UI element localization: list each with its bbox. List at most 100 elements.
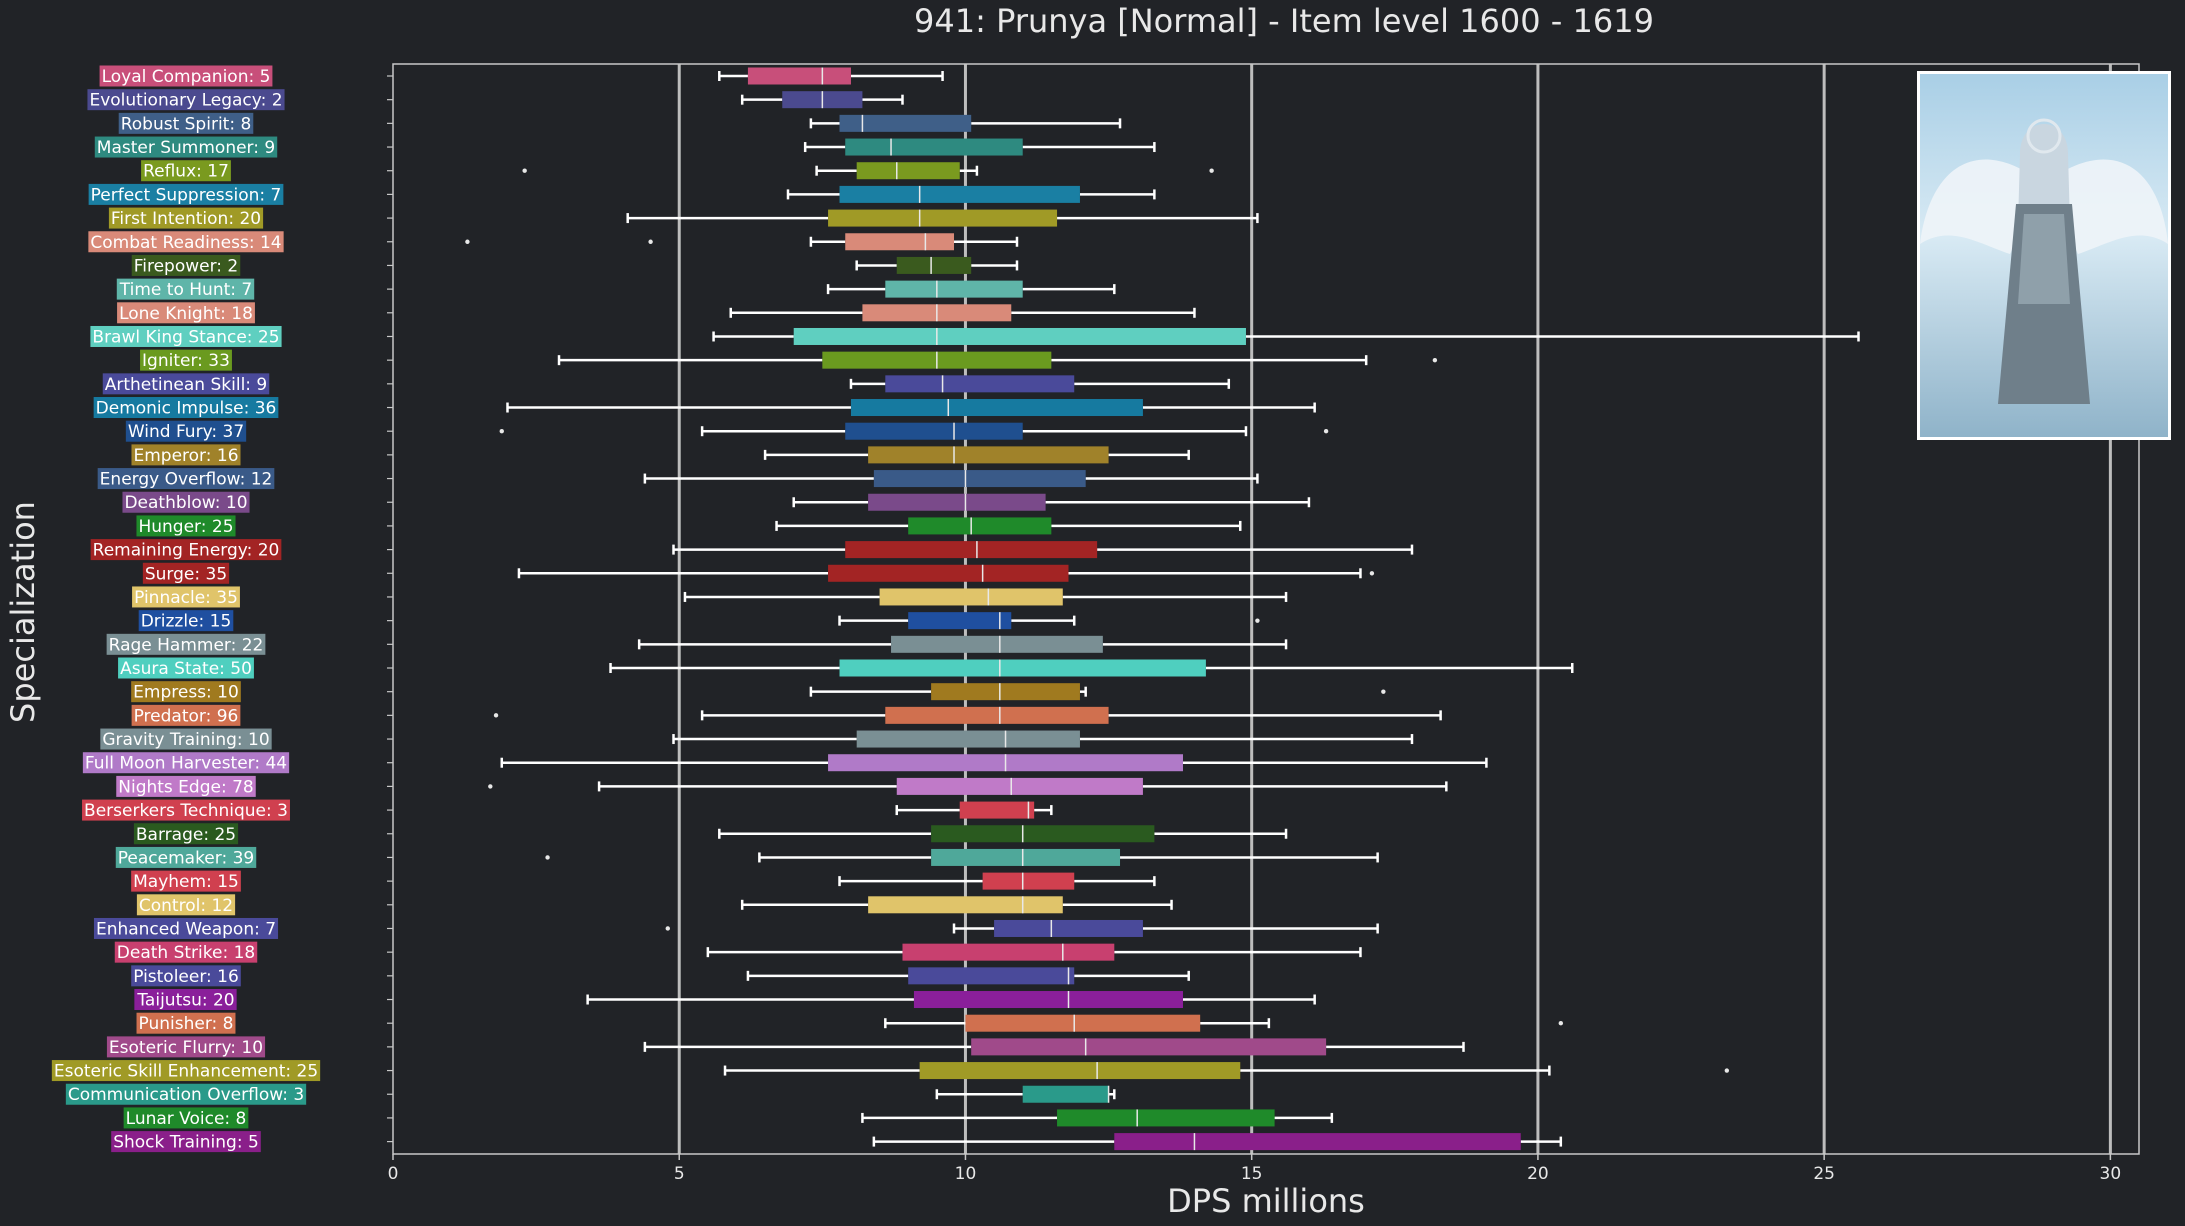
box-row: [672, 541, 1414, 559]
label-background: [106, 633, 266, 655]
iqr-box: [902, 943, 1115, 961]
label-text: Lunar Voice: 8: [126, 1109, 247, 1129]
x-tick-label: 20: [1527, 1164, 1549, 1184]
label-background: [93, 397, 279, 419]
outlier-point: [545, 855, 550, 860]
y-tick-label: Surge: 35: [142, 562, 230, 584]
iqr-box: [931, 848, 1121, 866]
iqr-box: [839, 114, 972, 132]
label-background: [141, 160, 231, 182]
box-row: [465, 233, 1019, 251]
label-text: Esoteric Flurry: 10: [109, 1038, 263, 1058]
y-tick-label: Empress: 10: [131, 681, 241, 703]
label-text: Punisher: 8: [139, 1014, 234, 1034]
y-tick-labels: Loyal Companion: 5 Evolutionary Legacy: 2…: [51, 65, 393, 1153]
iqr-box: [856, 162, 960, 180]
iqr-box: [982, 872, 1075, 890]
label-background: [65, 1083, 307, 1105]
box-row: [626, 209, 1259, 227]
y-tick-label: Esoteric Skill Enhancement: 25: [51, 1060, 321, 1082]
label-background: [131, 444, 241, 466]
box-row: [683, 588, 1288, 606]
box-row: [637, 635, 1288, 653]
y-tick-label: Mayhem: 15: [131, 870, 241, 892]
y-tick-label: Shock Training: 5: [111, 1131, 261, 1153]
iqr-box: [1114, 1133, 1521, 1151]
label-background: [131, 870, 241, 892]
label-background: [138, 610, 234, 632]
label-text: Deathblow: 10: [124, 493, 247, 513]
label-background: [117, 302, 255, 324]
y-tick-label: Wind Fury: 37: [125, 420, 247, 442]
label-background: [116, 775, 256, 797]
y-tick-label: Asura State: 50: [118, 657, 254, 679]
iqr-box: [919, 1062, 1241, 1080]
y-tick-label: Pistoleer: 16: [131, 965, 241, 987]
label-text: Communication Overflow: 3: [68, 1085, 304, 1105]
iqr-box: [908, 967, 1075, 985]
label-text: Mayhem: 15: [133, 872, 239, 892]
iqr-box: [908, 517, 1052, 535]
label-text: Barrage: 25: [136, 825, 236, 845]
x-tick-label: 5: [674, 1164, 685, 1184]
y-tick-label: Communication Overflow: 3: [65, 1083, 307, 1105]
label-text: Shock Training: 5: [113, 1133, 259, 1153]
label-background: [116, 278, 255, 300]
box-row: [746, 967, 1190, 985]
box-row: [609, 659, 1574, 677]
y-tick-label: Predator: 96: [131, 704, 241, 726]
label-background: [118, 112, 254, 134]
label-background: [106, 1036, 266, 1058]
box-row: [872, 1133, 1563, 1151]
iqr-box: [845, 138, 1023, 156]
plot-frame: [392, 63, 2140, 1155]
iqr-box: [885, 280, 1023, 298]
x-tick-labels: 0 5 10 15 20 25 30: [388, 1154, 2121, 1184]
iqr-box: [839, 185, 1080, 203]
label-text: Enhanced Weapon: 7: [96, 919, 276, 939]
label-background: [133, 823, 239, 845]
box-row: [855, 256, 1019, 274]
y-tick-label: Lunar Voice: 8: [123, 1107, 249, 1129]
y-tick-label: Pinnacle: 35: [132, 586, 240, 608]
label-text: Lone Knight: 18: [119, 304, 253, 324]
label-background: [131, 704, 241, 726]
label-background: [118, 657, 254, 679]
iqr-box: [1022, 1085, 1109, 1103]
iqr-box: [868, 896, 1063, 914]
label-background: [132, 586, 240, 608]
y-tick-label: Master Summoner: 9: [94, 136, 278, 158]
y-tick-label: Enhanced Weapon: 7: [93, 917, 279, 939]
y-tick-label: Peacemaker: 39: [115, 846, 257, 868]
box-row: [557, 351, 1438, 369]
outlier-point: [499, 429, 504, 434]
iqr-box: [908, 612, 1012, 630]
box-row: [522, 162, 1214, 180]
label-text: Rage Hammer: 22: [109, 635, 264, 655]
iqr-box: [891, 635, 1103, 653]
label-text: Asura State: 50: [120, 659, 252, 679]
y-tick-label: Brawl King Stance: 25: [90, 325, 282, 347]
box-row: [729, 304, 1196, 322]
y-tick-label: Death Strike: 18: [114, 941, 258, 963]
iqr-box: [845, 422, 1023, 440]
iqr-box: [828, 564, 1069, 582]
label-background: [108, 207, 264, 229]
box-row: [712, 327, 1860, 345]
iqr-box: [971, 1038, 1327, 1056]
outlier-point: [1209, 168, 1214, 173]
label-background: [136, 515, 236, 537]
label-background: [114, 941, 258, 963]
label-text: Firepower: 2: [134, 256, 239, 276]
label-text: Death Strike: 18: [117, 943, 255, 963]
iqr-box: [850, 399, 1143, 417]
label-background: [90, 325, 282, 347]
label-text: Robust Spirit: 8: [121, 114, 252, 134]
label-background: [82, 799, 290, 821]
iqr-box: [994, 919, 1143, 937]
y-tick-label: Combat Readiness: 14: [88, 231, 284, 253]
label-background: [136, 1012, 236, 1034]
outlier-point: [522, 168, 527, 173]
y-tick-label: Gravity Training: 10: [100, 728, 272, 750]
label-text: Wind Fury: 37: [128, 422, 244, 442]
